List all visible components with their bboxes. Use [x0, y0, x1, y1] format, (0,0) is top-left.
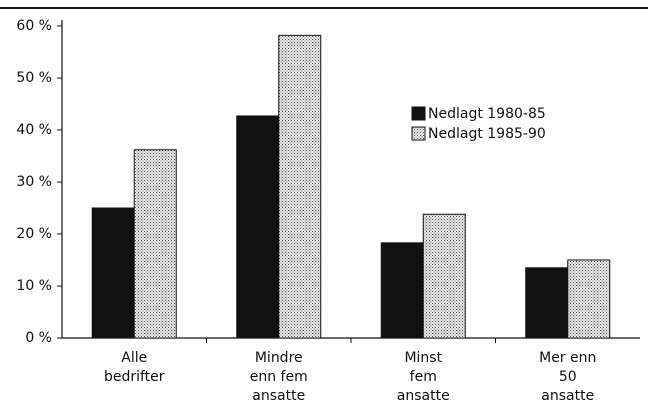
bar [133, 149, 177, 339]
y-tick-label: 40 % [16, 122, 52, 138]
x-tick-label-line: enn fem [250, 369, 308, 385]
y-tick-label: 20 % [16, 226, 52, 242]
legend-swatch [411, 126, 426, 141]
x-tick-label: Mindre enn fem ansatte [250, 350, 308, 404]
y-tick-label: 0 % [25, 330, 52, 346]
y-tick-label: 50 % [16, 70, 52, 86]
bar [91, 207, 135, 339]
x-tick-label-line: ansatte [397, 388, 450, 404]
x-tick-label-line: Alle [121, 350, 147, 366]
x-tick-label-line: Mindre [255, 350, 303, 366]
x-tick-label: Mer enn 50 ansatte [539, 350, 596, 404]
x-tick-label-line: ansatte [541, 388, 594, 404]
x-tick-label-line: fem [410, 369, 437, 385]
bar [525, 267, 569, 339]
legend-swatch [411, 106, 426, 121]
y-tick-label: 30 % [16, 174, 52, 190]
legend-label: Nedlagt 1980-85 [428, 106, 546, 122]
x-tick-label-line: Minst [404, 350, 442, 366]
bar [567, 259, 611, 339]
bar [278, 34, 322, 339]
x-tick-label: Alle bedrifter [104, 350, 165, 385]
x-tick-label-line: ansatte [252, 388, 305, 404]
x-tick-label: Minst fem ansatte [397, 350, 450, 404]
legend-label: Nedlagt 1985-90 [428, 126, 546, 142]
bar [236, 115, 280, 339]
y-tick-label: 10 % [16, 278, 52, 294]
x-tick-label-line: 50 [559, 369, 577, 385]
x-tick-label-line: Mer enn [539, 350, 596, 366]
y-tick-label: 60 % [16, 18, 52, 34]
x-tick-label-line: bedrifter [104, 369, 165, 385]
bar [422, 213, 466, 339]
bar [380, 242, 424, 339]
